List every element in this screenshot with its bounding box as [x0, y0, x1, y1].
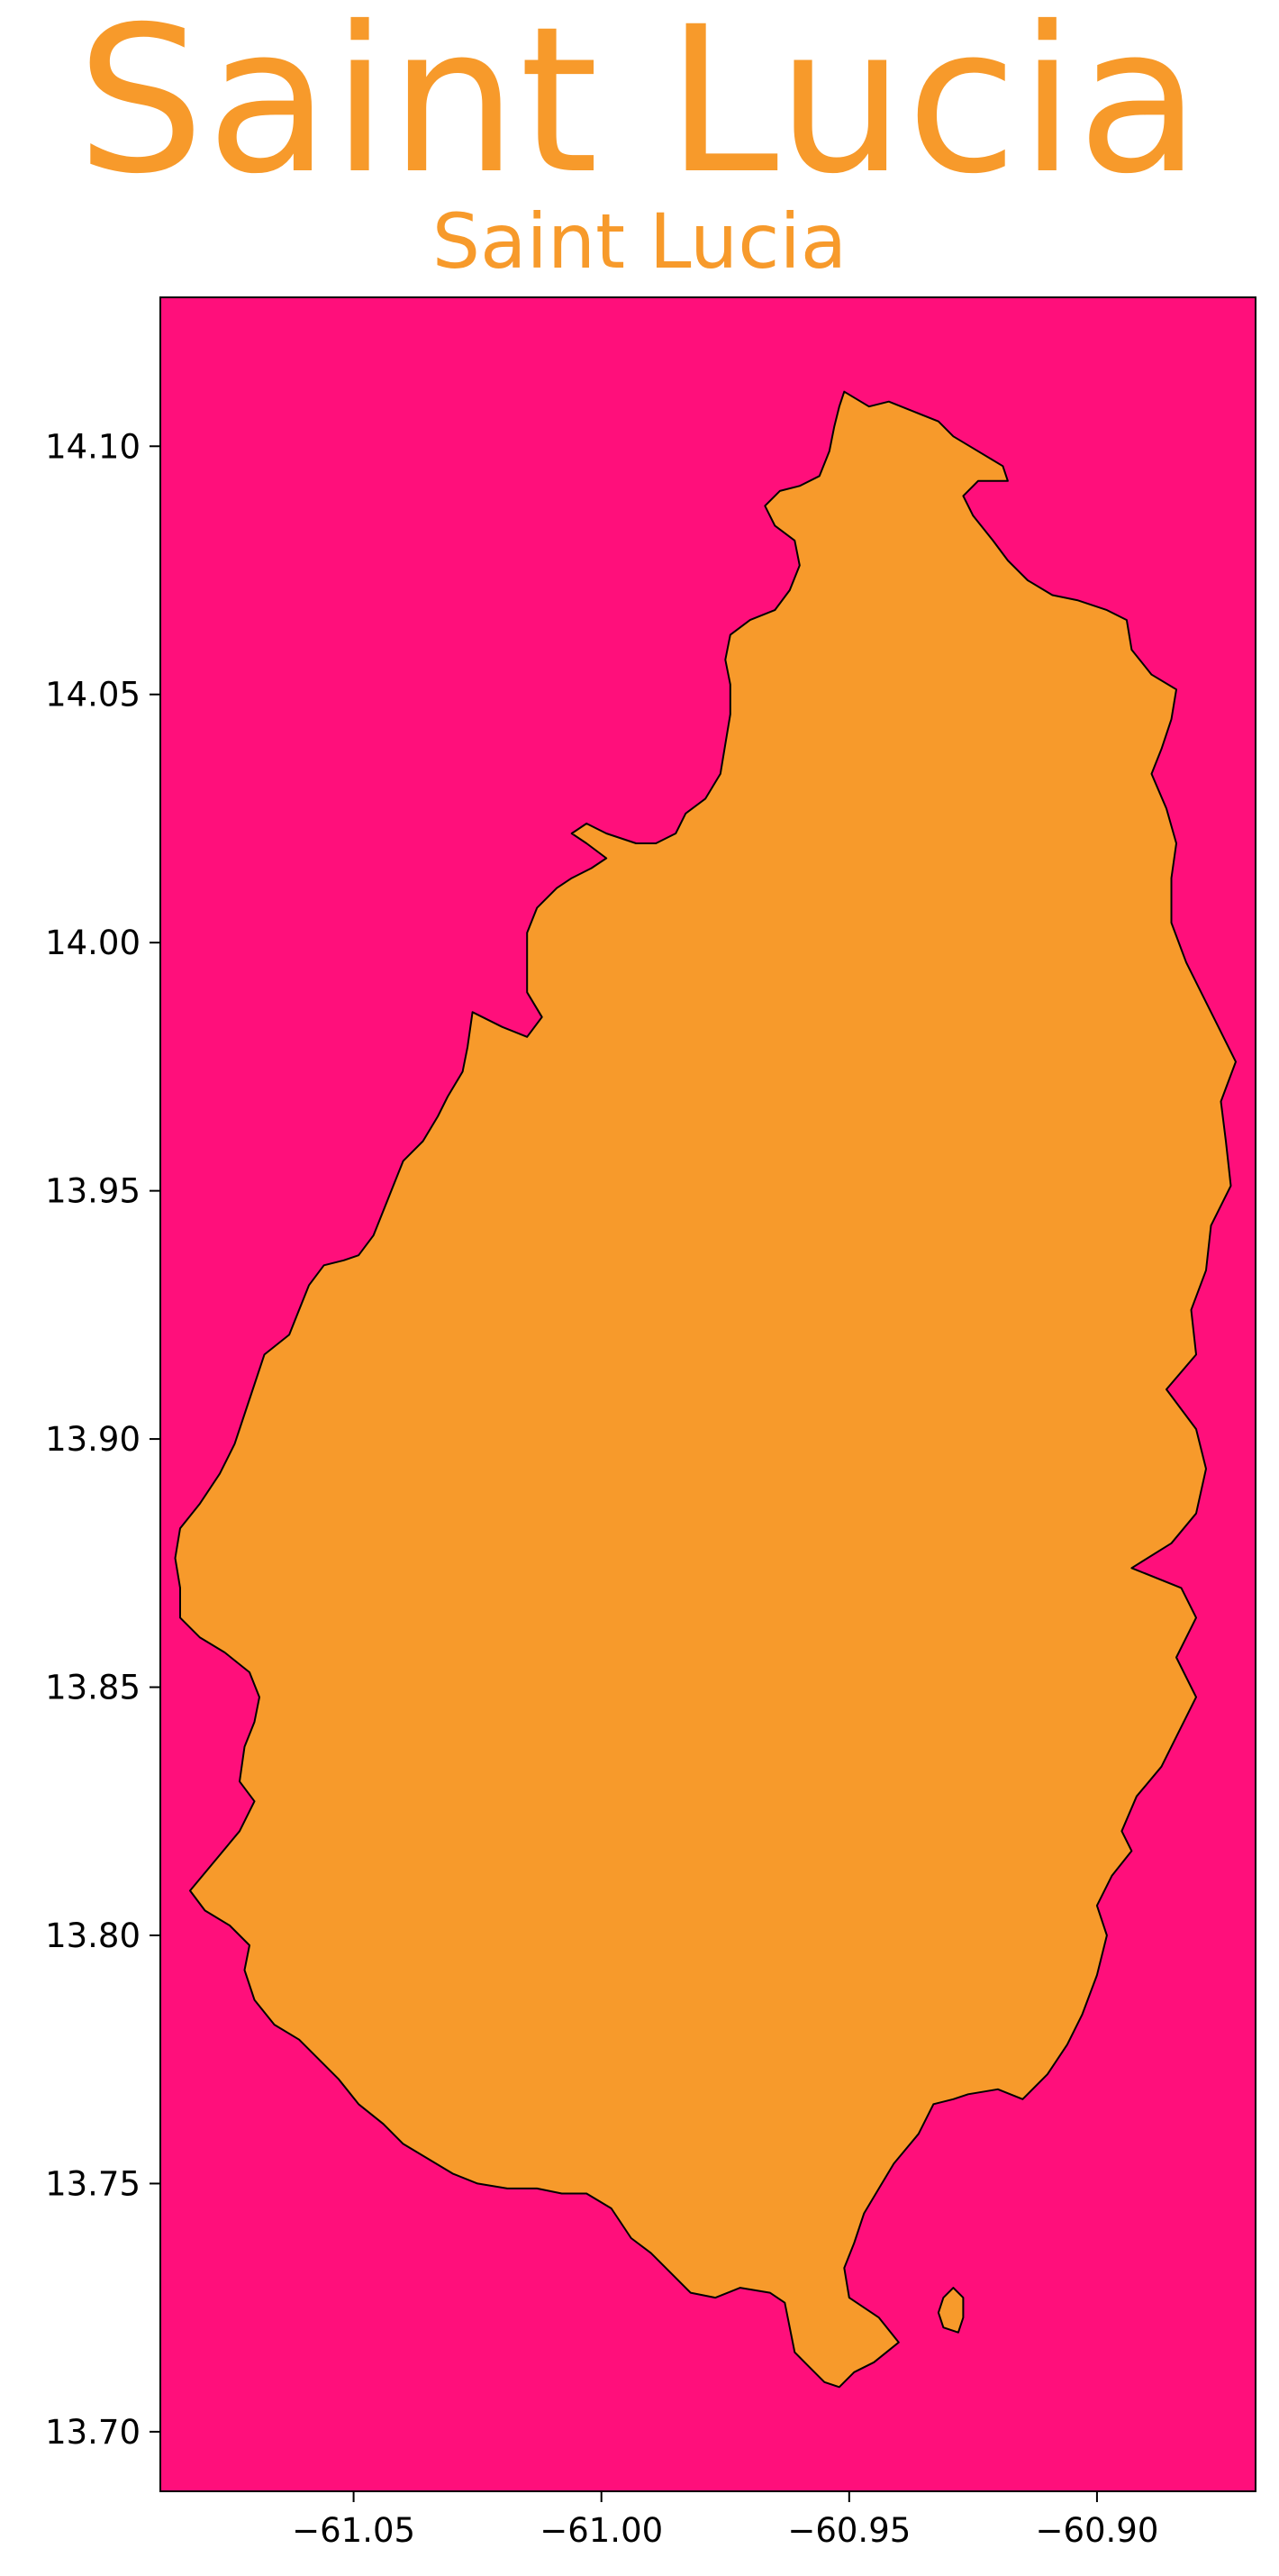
map-subtitle: Saint Lucia [431, 197, 848, 286]
y-tick-label: 13.95 [45, 1172, 141, 1211]
y-tick-label: 14.00 [45, 924, 141, 962]
y-tick-label: 13.80 [45, 1916, 141, 1955]
y-tick-label: 13.70 [45, 2413, 141, 2452]
x-tick-label: −60.90 [1035, 2511, 1158, 2550]
y-tick-label: 13.85 [45, 1669, 141, 1707]
islet [937, 2287, 965, 2334]
y-tick-label: 14.10 [45, 427, 141, 466]
x-tick-label: −61.05 [292, 2511, 415, 2550]
x-tick-label: −60.95 [787, 2511, 911, 2550]
y-tick-label: 14.05 [45, 676, 141, 715]
y-tick-label: 13.75 [45, 2164, 141, 2203]
map-title: Saint Lucia [76, 0, 1203, 218]
island-saint-lucia [174, 390, 1237, 2389]
plot-frame [159, 296, 1256, 2492]
y-axis: 14.10 14.05 14.00 13.95 13.90 13.85 13.80 13.75… [45, 427, 160, 2452]
y-tick-label: 13.90 [45, 1420, 141, 1459]
land-layer [174, 390, 1237, 2389]
x-axis: −61.05 −61.00 −60.95 −60.90 [292, 2491, 1158, 2550]
x-tick-label: −61.00 [540, 2511, 663, 2550]
